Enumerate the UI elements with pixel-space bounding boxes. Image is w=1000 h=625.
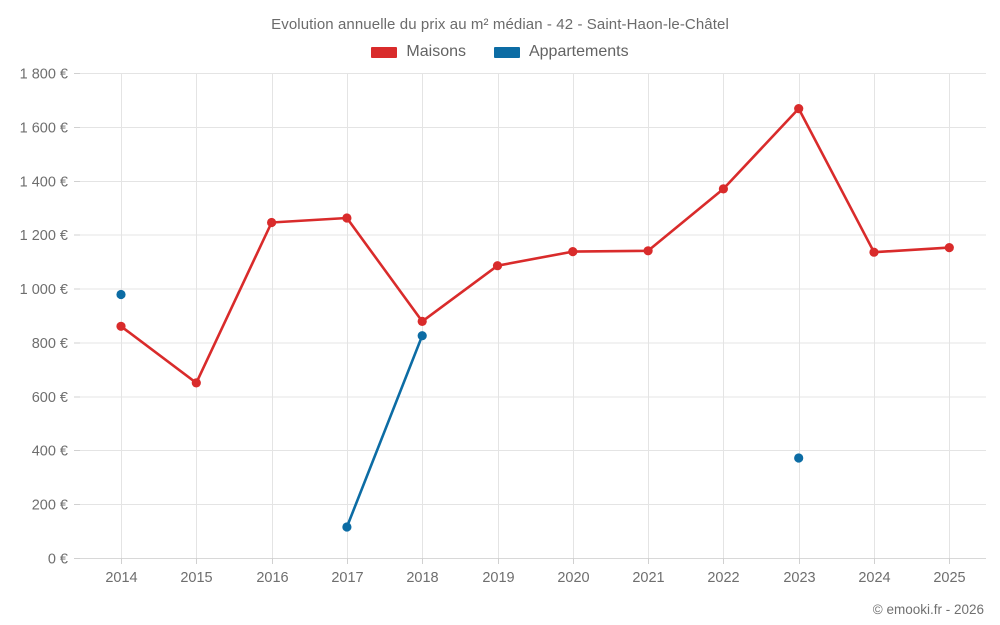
legend-item-appartements[interactable]: Appartements	[493, 43, 629, 60]
y-axis-tick-label: 200 €	[32, 498, 68, 514]
data-point-appartements-2018[interactable]	[417, 331, 427, 341]
legend-item-maisons[interactable]: Maisons	[371, 44, 466, 60]
data-point-maisons-2025[interactable]	[944, 243, 954, 253]
y-axis-tick-label: 1 800 €	[20, 67, 68, 83]
data-point-maisons-2017[interactable]	[342, 213, 352, 223]
legend-label-maisons: Maisons	[406, 43, 466, 60]
x-axis-tick-label: 2018	[406, 570, 438, 586]
chart-title: Evolution annuelle du prix au m² médian …	[271, 16, 729, 33]
data-point-appartements-2023[interactable]	[794, 453, 804, 463]
y-axis-tick-label: 400 €	[32, 444, 68, 460]
chart-credit: © emooki.fr - 2026	[872, 602, 984, 617]
y-axis-tick-label: 1 200 €	[20, 228, 68, 244]
y-axis-tick-label: 1 400 €	[20, 174, 68, 190]
y-axis-tick-label: 1 000 €	[20, 282, 68, 298]
data-point-maisons-2015[interactable]	[191, 378, 201, 388]
x-axis-tick-label: 2024	[858, 570, 890, 586]
x-axis-tick-label: 2017	[331, 570, 363, 586]
x-axis-tick-label: 2022	[707, 570, 739, 586]
data-point-appartements-2014[interactable]	[116, 289, 126, 300]
data-point-maisons-2022[interactable]	[718, 184, 729, 194]
legend-swatch-maisons	[371, 46, 398, 58]
x-axis-tick-label: 2016	[256, 570, 288, 586]
data-point-maisons-2019[interactable]	[492, 261, 503, 271]
x-axis-tick-label: 2019	[482, 570, 514, 586]
x-axis-tick-label: 2014	[105, 570, 137, 586]
x-axis-tick-label: 2023	[783, 570, 815, 586]
legend-swatch-appartements	[493, 46, 520, 58]
x-axis-tick-label: 2020	[557, 570, 589, 586]
x-axis-tick-label: 2015	[180, 570, 212, 586]
data-point-maisons-2023[interactable]	[794, 104, 804, 114]
data-point-maisons-2020[interactable]	[568, 247, 578, 257]
data-point-maisons-2016[interactable]	[267, 217, 277, 228]
series-line-appartements	[345, 334, 424, 529]
y-axis-tick-label: 600 €	[32, 390, 68, 406]
x-axis-tick-label: 2021	[632, 570, 664, 586]
y-axis-tick-label: 0 €	[48, 552, 68, 568]
y-axis-tick-label: 800 €	[32, 336, 68, 352]
data-point-maisons-2018[interactable]	[417, 316, 427, 326]
data-point-maisons-2024[interactable]	[869, 247, 879, 257]
data-point-maisons-2014[interactable]	[116, 321, 126, 331]
chart-legend: Maisons Appartements	[0, 44, 1000, 60]
legend-label-appartements: Appartements	[528, 43, 629, 60]
data-point-maisons-2021[interactable]	[643, 246, 653, 256]
data-point-appartements-2017[interactable]	[342, 522, 352, 532]
series-line-maisons	[119, 107, 951, 385]
y-axis-tick-label: 1 600 €	[20, 120, 68, 136]
x-axis-tick-label: 2025	[933, 570, 965, 586]
